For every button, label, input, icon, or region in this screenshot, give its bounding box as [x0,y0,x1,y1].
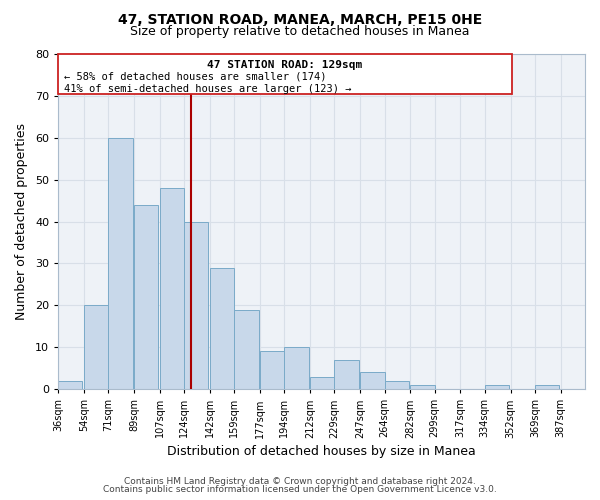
Text: Contains public sector information licensed under the Open Government Licence v3: Contains public sector information licen… [103,485,497,494]
Bar [360,372,385,389]
Bar [485,385,509,389]
Bar [58,381,82,389]
Bar [84,306,108,389]
Bar [334,360,359,389]
Bar [410,385,434,389]
Bar [184,222,208,389]
Bar [310,376,334,389]
Text: Size of property relative to detached houses in Manea: Size of property relative to detached ho… [130,24,470,38]
Bar [284,348,308,389]
Text: 47 STATION ROAD: 129sqm: 47 STATION ROAD: 129sqm [208,60,362,70]
Text: Contains HM Land Registry data © Crown copyright and database right 2024.: Contains HM Land Registry data © Crown c… [124,477,476,486]
Bar [535,385,559,389]
Bar [260,352,284,389]
Text: 41% of semi-detached houses are larger (123) →: 41% of semi-detached houses are larger (… [64,84,352,94]
Bar [108,138,133,389]
Text: 47, STATION ROAD, MANEA, MARCH, PE15 0HE: 47, STATION ROAD, MANEA, MARCH, PE15 0HE [118,12,482,26]
Bar [385,381,409,389]
Bar [134,205,158,389]
Text: ← 58% of detached houses are smaller (174): ← 58% of detached houses are smaller (17… [64,72,326,82]
X-axis label: Distribution of detached houses by size in Manea: Distribution of detached houses by size … [167,444,476,458]
Y-axis label: Number of detached properties: Number of detached properties [15,123,28,320]
Bar [234,310,259,389]
Bar [210,268,234,389]
Bar [58,54,512,94]
Bar [160,188,184,389]
